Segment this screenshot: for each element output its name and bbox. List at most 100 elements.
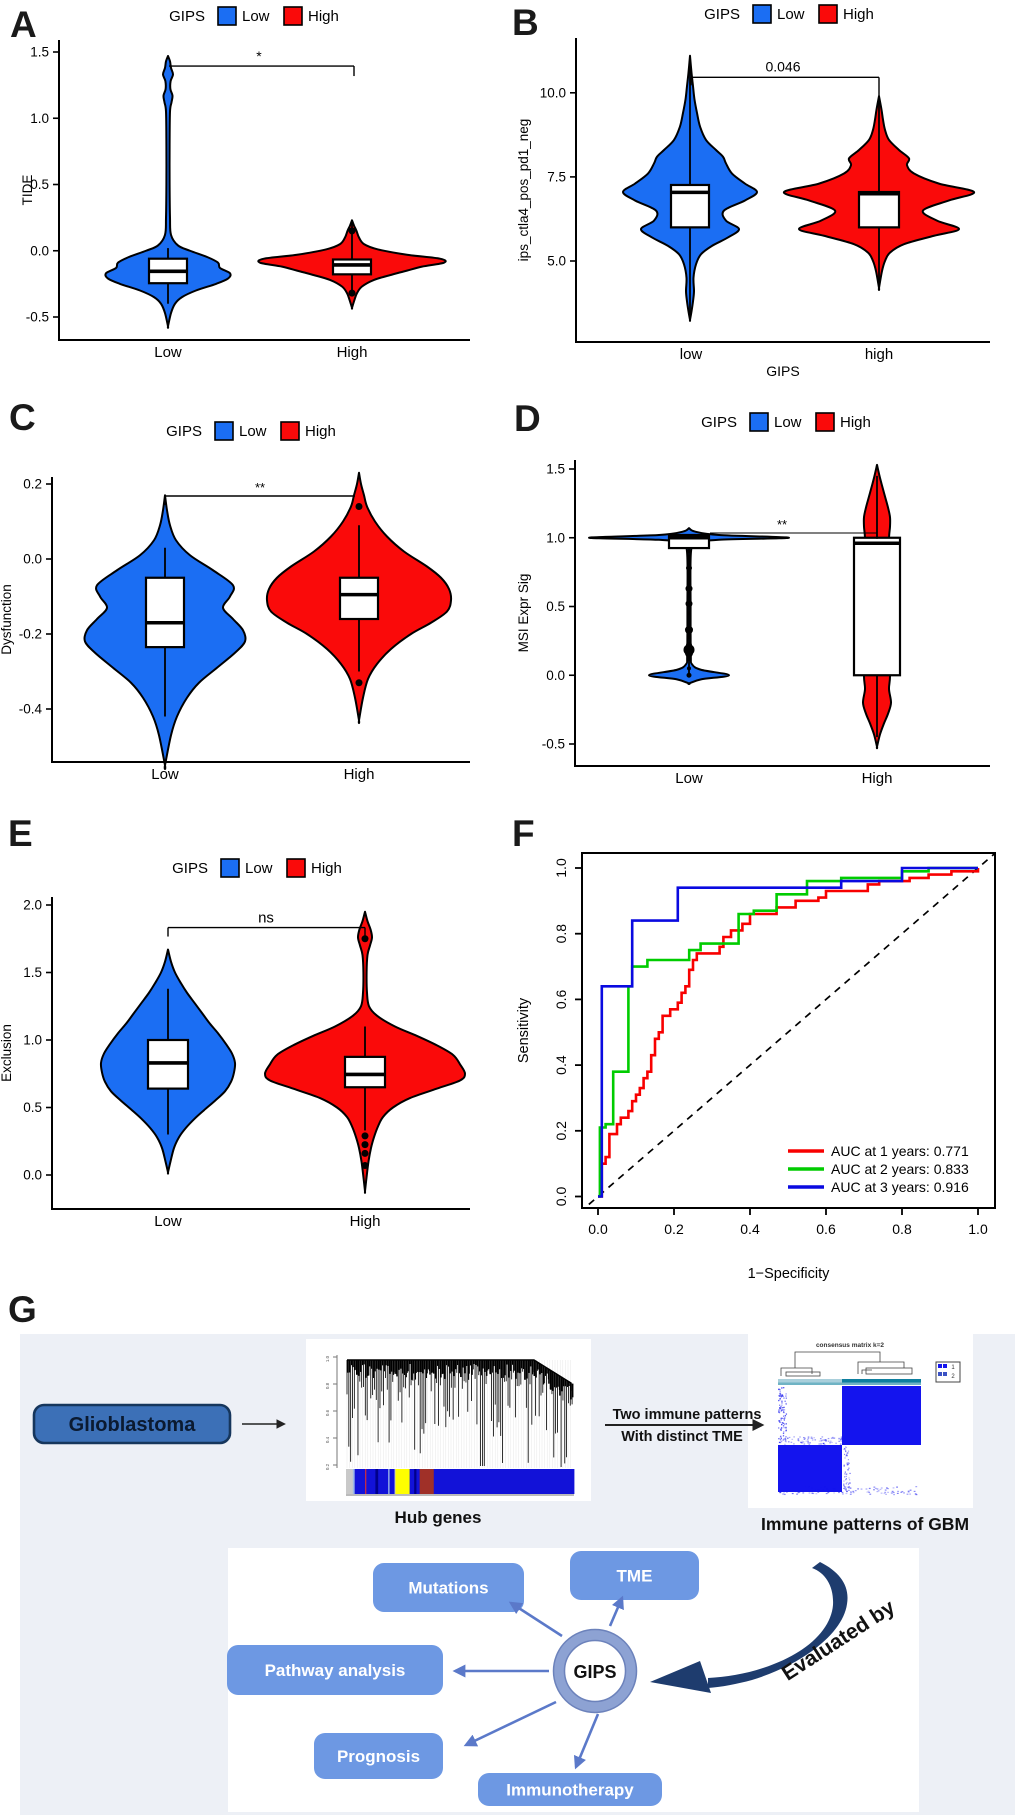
y-tick-label: 1.0 — [30, 111, 49, 126]
colorbar-segment — [394, 1469, 396, 1494]
x-category-label: High — [337, 344, 368, 361]
outlier-dot — [686, 656, 692, 662]
speckle — [781, 1409, 783, 1411]
speckle — [778, 1399, 780, 1402]
speckle — [827, 1491, 830, 1493]
speckle — [868, 1487, 871, 1490]
node-prognosis[interactable]: Prognosis — [314, 1733, 443, 1779]
legend-cell — [943, 1372, 947, 1376]
speckle — [784, 1417, 786, 1419]
box — [343, 1055, 387, 1089]
violin-high — [852, 463, 902, 750]
legend-title: GIPS — [166, 423, 202, 440]
panel-violin-tide: GIPS Low High 1.5 1.0 0.5 0.0 -0.5 Low High TIDE * — [0, 0, 510, 390]
consensus-legend: 12 — [935, 1361, 961, 1383]
speckle — [785, 1393, 787, 1395]
speckle — [783, 1387, 785, 1389]
speckle — [778, 1388, 780, 1390]
speckle — [907, 1491, 910, 1493]
violin-low — [588, 527, 790, 686]
speckle — [909, 1489, 912, 1491]
speckle — [780, 1417, 782, 1419]
glioblastoma-label: Glioblastoma — [69, 1414, 197, 1436]
panel-violin-msi: GIPS Low High 1.5 1.0 0.5 0.0 -0.5 Low High MSI Ex… — [510, 390, 1020, 800]
y-tick-label: 1.0 — [553, 858, 569, 878]
speckle — [785, 1397, 787, 1399]
speckle — [880, 1487, 883, 1489]
y-tick-label: 7.5 — [547, 169, 566, 184]
speckle — [838, 1438, 840, 1440]
outlier-dot — [686, 565, 692, 571]
speckle — [801, 1442, 803, 1444]
y-tick-label: 0.5 — [23, 1100, 42, 1115]
speckle — [778, 1411, 780, 1413]
panel-letter-f: F — [512, 813, 535, 854]
significance: ** — [164, 480, 355, 505]
x-category-label: High — [344, 766, 375, 783]
glioblastoma-node[interactable]: Glioblastoma — [32, 1403, 232, 1445]
speckle — [791, 1438, 794, 1440]
speckle — [781, 1417, 784, 1419]
speckle — [825, 1440, 828, 1442]
two-immune-patterns-label: Two immune patterns — [613, 1407, 762, 1423]
speckle — [778, 1412, 781, 1414]
colorbar-segment — [409, 1469, 415, 1494]
speckle — [846, 1454, 848, 1456]
speckle — [847, 1463, 849, 1466]
speckle — [782, 1435, 785, 1437]
speckle — [873, 1489, 875, 1491]
panel-letter-e: E — [8, 813, 33, 854]
speckle — [822, 1442, 825, 1445]
speckle — [891, 1492, 893, 1494]
node-tme[interactable]: TME — [570, 1551, 699, 1600]
speckle — [840, 1438, 843, 1440]
speckle — [834, 1488, 837, 1490]
speckle — [793, 1490, 795, 1492]
speckle — [818, 1443, 821, 1445]
diagonal-line — [583, 853, 995, 1208]
speckle — [903, 1492, 905, 1494]
speckle — [779, 1399, 781, 1401]
node-immunotherapy[interactable]: Immunotherapy — [478, 1773, 662, 1806]
legend-label-low: Low — [774, 414, 802, 431]
dendro-axis-label: 0.4 — [325, 1436, 330, 1443]
teal-bar-right — [842, 1379, 921, 1383]
speckle — [825, 1487, 828, 1489]
glioblastoma-box — [32, 1403, 232, 1445]
speckle — [787, 1487, 790, 1489]
speckle — [779, 1394, 781, 1396]
node-label: Prognosis — [337, 1747, 420, 1766]
sig-label: 0.046 — [765, 58, 800, 74]
legend-text-2: AUC at 2 years: 0.833 — [831, 1161, 969, 1177]
speckle — [844, 1457, 846, 1459]
legend-label-high: High — [305, 423, 336, 440]
node-mutations[interactable]: Mutations — [373, 1563, 524, 1612]
speckle — [848, 1487, 850, 1489]
speckle — [779, 1441, 782, 1444]
y-tick-label: 1.0 — [546, 530, 565, 545]
consensus-dendro — [780, 1351, 913, 1377]
speckle — [783, 1419, 786, 1421]
gips-center-node[interactable]: GIPS — [552, 1628, 638, 1714]
node-pathway-analysis[interactable]: Pathway analysis — [227, 1645, 443, 1695]
dendro-axis-label: 1.0 — [325, 1355, 330, 1362]
node-box — [227, 1645, 443, 1695]
outlier-dot — [686, 634, 692, 640]
speckle — [800, 1442, 803, 1444]
speckle — [780, 1435, 782, 1438]
speckle — [824, 1439, 827, 1441]
speckle — [813, 1437, 816, 1439]
evaluated-swoosh — [708, 1562, 848, 1688]
speckle — [839, 1490, 842, 1492]
legend-cell — [943, 1364, 947, 1368]
cd-right2 — [865, 1367, 913, 1375]
speckle — [811, 1487, 813, 1489]
legend-cell — [938, 1372, 942, 1376]
dendro-strands — [346, 1360, 574, 1467]
violin-low — [83, 494, 247, 770]
speckle — [844, 1488, 846, 1490]
outlier-dot — [355, 503, 363, 510]
sig-label: ns — [258, 910, 274, 927]
speckle — [781, 1422, 784, 1424]
